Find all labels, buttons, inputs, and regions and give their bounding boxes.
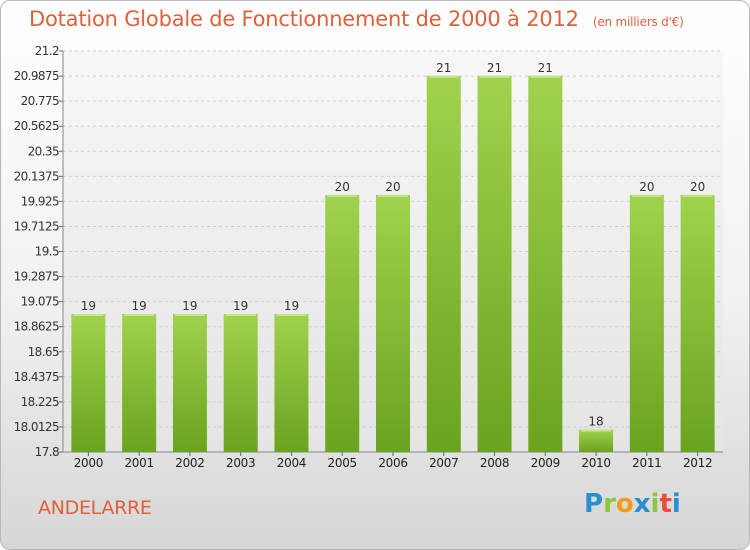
bar-highlight <box>174 314 205 317</box>
bar <box>477 75 512 453</box>
bar-value-label: 20 <box>690 180 705 194</box>
x-tick-label: 2001 <box>124 456 153 470</box>
bar <box>680 194 715 452</box>
x-tick-label: 2009 <box>531 456 560 470</box>
x-tick-label: 2005 <box>328 456 357 470</box>
bar-highlight <box>682 194 713 197</box>
y-tick-label: 20.775 <box>21 94 59 108</box>
y-tick-label: 18.225 <box>21 395 59 409</box>
y-tick-label: 18.0125 <box>14 420 59 434</box>
bar <box>579 429 614 452</box>
x-tick-label: 2006 <box>378 456 407 470</box>
y-tick-label: 19.925 <box>21 194 59 208</box>
y-tick-label: 19.075 <box>21 295 59 309</box>
bar-highlight <box>225 314 256 317</box>
x-tick-label: 2012 <box>683 456 712 470</box>
bar-highlight <box>631 194 662 197</box>
y-tick-label: 19.2875 <box>14 270 59 284</box>
bar-value-label: 18 <box>588 415 603 429</box>
y-tick-label: 18.4375 <box>14 370 59 384</box>
x-tick-label: 2000 <box>74 456 103 470</box>
bar <box>274 314 309 452</box>
chart-subtitle: (en milliers d'€) <box>592 15 684 29</box>
y-tick-label: 18.8625 <box>14 320 59 334</box>
y-tick-label: 19.7125 <box>14 219 59 233</box>
bar-value-label: 20 <box>335 180 350 194</box>
bar <box>172 314 207 452</box>
y-tick-label: 20.35 <box>28 144 59 158</box>
bar-value-label: 19 <box>81 299 96 313</box>
bar <box>325 194 360 452</box>
bar <box>426 75 461 453</box>
bar-value-label: 21 <box>538 61 553 75</box>
bar-value-label: 21 <box>487 61 502 75</box>
bar-highlight <box>276 314 307 317</box>
y-tick-label: 20.5625 <box>14 119 59 133</box>
bar-highlight <box>479 75 510 78</box>
y-tick-label: 20.9875 <box>14 69 59 83</box>
bar <box>376 194 410 452</box>
bar-value-label: 20 <box>385 180 400 194</box>
bar <box>223 314 258 452</box>
bar <box>122 314 157 452</box>
y-tick-label: 21.2 <box>35 44 59 58</box>
bar-value-label: 19 <box>284 299 299 313</box>
bar <box>528 75 563 453</box>
x-tick-label: 2004 <box>277 456 306 470</box>
bar-highlight <box>530 75 561 78</box>
y-tick-label: 18.65 <box>28 345 59 359</box>
bar-value-label: 19 <box>132 299 147 313</box>
bar <box>71 314 106 452</box>
bar-highlight <box>378 194 408 197</box>
bar-highlight <box>581 429 612 432</box>
x-tick-label: 2008 <box>480 456 509 470</box>
x-tick-label: 2003 <box>226 456 255 470</box>
x-tick-label: 2002 <box>175 456 204 470</box>
x-tick-label: 2007 <box>429 456 458 470</box>
location-name: ANDELARRE <box>38 497 152 519</box>
bar-highlight <box>327 194 358 197</box>
y-tick-label: 19.5 <box>35 245 59 259</box>
bar-value-label: 20 <box>639 180 654 194</box>
x-tick-label: 2010 <box>581 456 610 470</box>
bar-value-label: 19 <box>233 299 248 313</box>
bar-highlight <box>428 75 459 78</box>
chart-title: Dotation Globale de Fonctionnement de 20… <box>29 7 684 31</box>
proxiti-logo: Proxiti <box>584 489 681 519</box>
bar <box>629 194 664 452</box>
bar-value-label: 19 <box>182 299 197 313</box>
bar-value-label: 21 <box>436 61 451 75</box>
bar-highlight <box>124 314 155 317</box>
bar-highlight <box>73 314 104 317</box>
y-tick-label: 17.8 <box>35 445 59 459</box>
x-tick-label: 2011 <box>632 456 661 470</box>
y-tick-label: 20.1375 <box>14 169 59 183</box>
